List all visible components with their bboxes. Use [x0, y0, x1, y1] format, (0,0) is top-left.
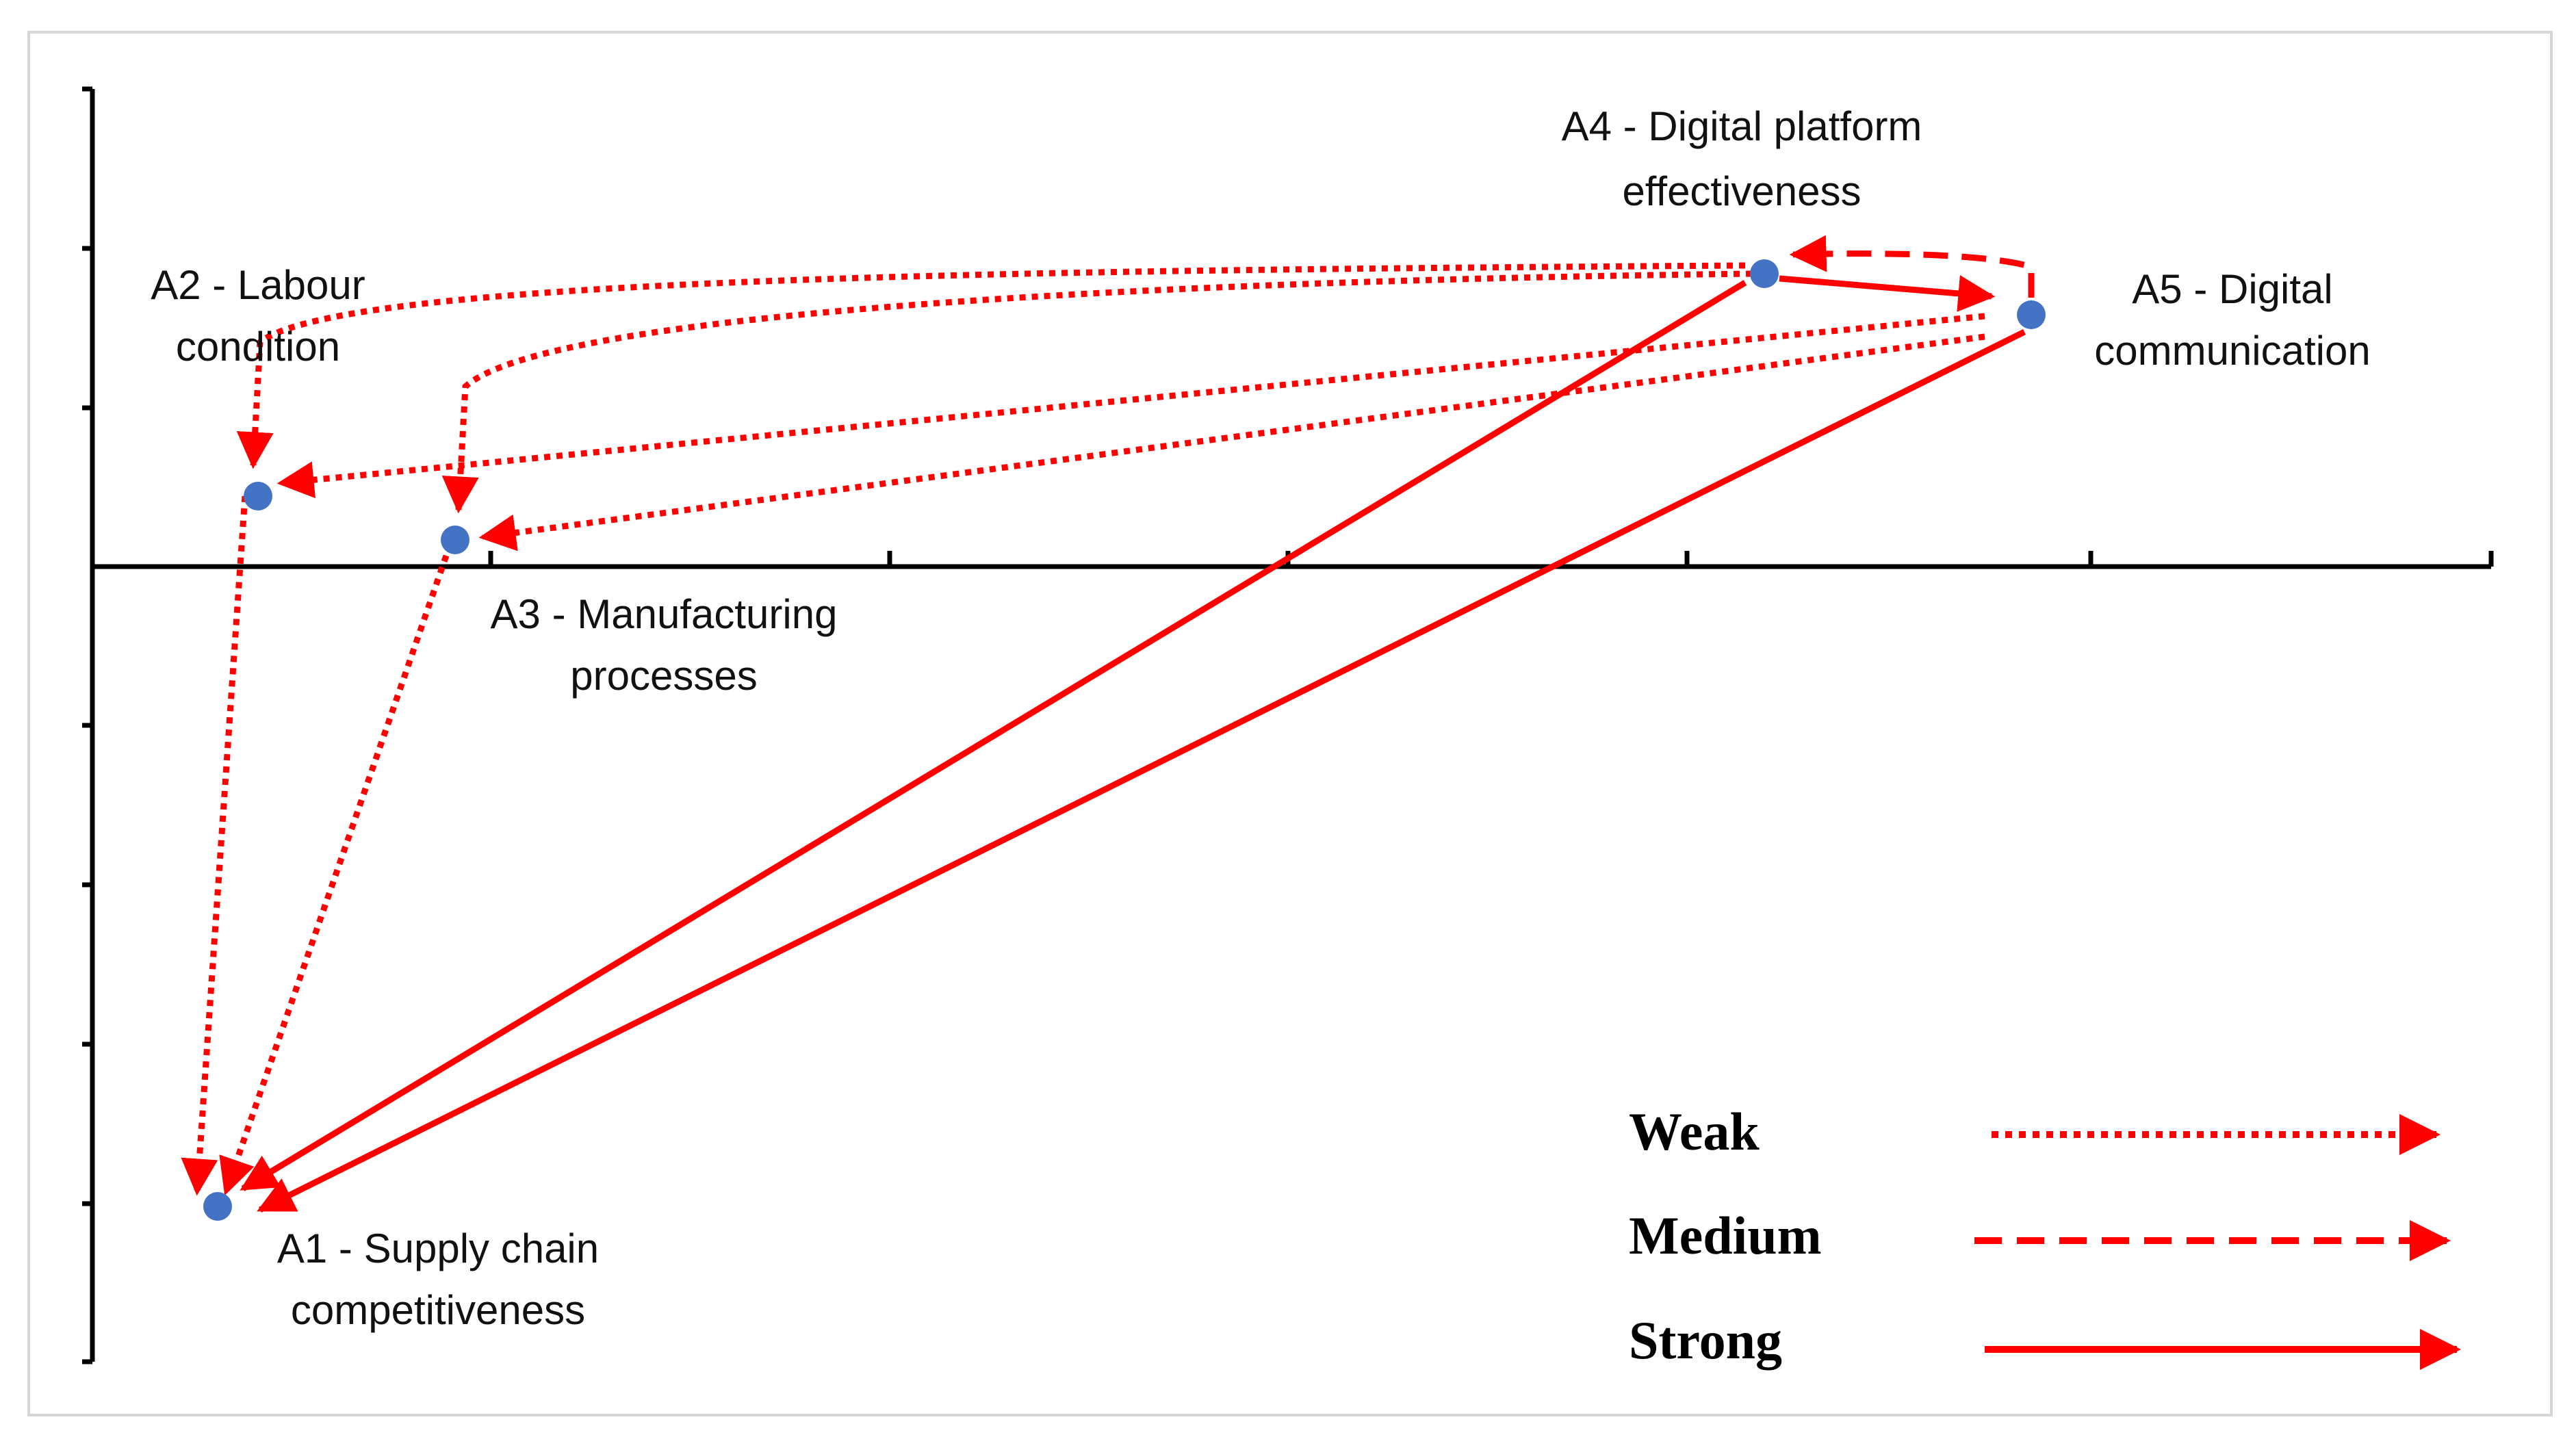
node-label-a4-line1: A4 - Digital platform [1562, 103, 1922, 149]
node-label-a2-line2: condition [176, 324, 340, 370]
edge-a2-a1-weak [181, 495, 248, 1196]
node-a1 [203, 1192, 232, 1221]
node-a3 [441, 526, 469, 554]
edge-a4-a5-strong [1779, 275, 1996, 312]
node-a5 [2017, 300, 2046, 329]
edge-a5-a2-weak [276, 313, 1985, 499]
node-label-a1-line1: A1 - Supply chain [277, 1226, 599, 1271]
legend: Weak Medium Strong [1629, 1102, 2461, 1370]
node-label-a5-line1: A5 - Digital [2132, 266, 2332, 312]
edge-a5-a4-medium [1789, 235, 2035, 298]
axes [82, 86, 2494, 1364]
edge-a5-a3-weak [478, 333, 1985, 552]
node-label-a2-line1: A2 - Labour [151, 262, 365, 308]
legend-label-weak: Weak [1629, 1102, 1760, 1161]
node-label-a4-line2: effectiveness [1622, 168, 1861, 214]
node-label-a1-line2: competitiveness [291, 1287, 585, 1333]
edge-a4-a1-strong [240, 280, 1747, 1191]
node-label-a5-line2: communication [2094, 328, 2371, 374]
edge-a3-a1-weak [219, 554, 450, 1196]
edge-a5-a1-strong [257, 328, 2026, 1213]
edge-a4-a2-weak [236, 262, 1746, 469]
node-label-a3-line2: processes [570, 653, 757, 699]
node-a4 [1750, 259, 1779, 288]
edge-a4-a3-weak [441, 270, 1753, 514]
legend-label-strong: Strong [1629, 1310, 1782, 1370]
diagram-frame [27, 31, 2553, 1416]
node-label-a3-line1: A3 - Manufacturing [491, 591, 838, 637]
legend-label-medium: Medium [1629, 1206, 1822, 1265]
node-a2 [244, 482, 272, 510]
